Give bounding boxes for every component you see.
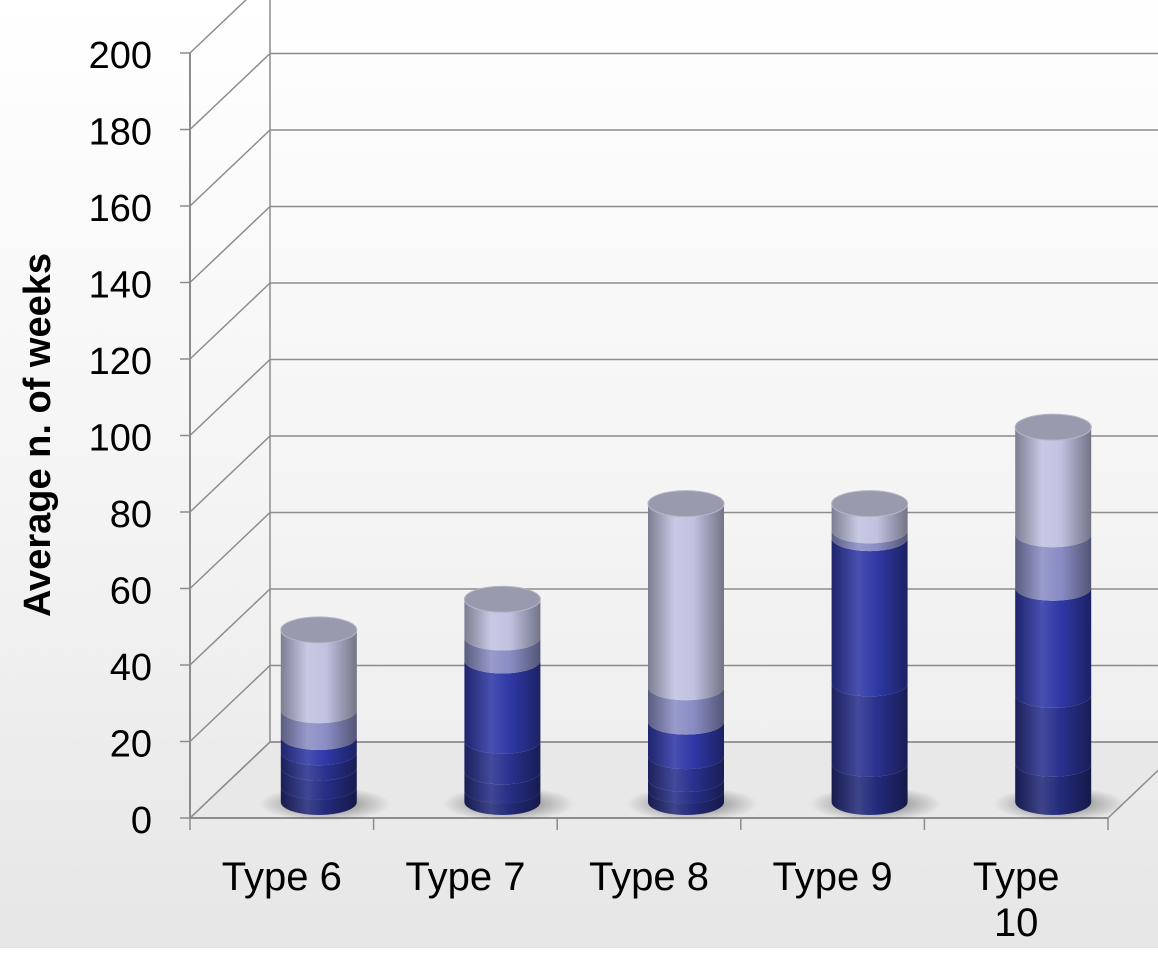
x-tick-label-line: 10 [994,901,1039,945]
y-tick-label: 160 [89,188,152,230]
bar-segment [648,721,724,770]
bar-segment [831,538,908,697]
bar-segment [831,763,908,816]
x-tick-label: Type 6 [222,855,342,899]
gridline-side [189,511,271,590]
bar-segment [464,599,541,651]
bar-segment [464,790,541,816]
x-tick-label: Type 8 [589,855,709,899]
bar-top-cap [463,585,541,613]
bar-segment [280,786,357,815]
y-tick-label: 100 [89,418,152,460]
gridline-side [189,129,271,207]
bar-segment [280,736,357,766]
bar-top-cap [831,490,909,518]
gridline-side [189,205,271,284]
y-tick-label: 200 [89,35,152,77]
bar-segment [464,637,541,674]
x-tick-label-line: Type [973,855,1060,899]
bar-segment [464,740,541,785]
bar-top-cap [280,616,358,644]
bar-segment [1015,534,1092,601]
y-tick-label: 180 [89,112,152,154]
bars [258,413,1126,821]
bar-segment [280,767,357,800]
x-tick-label: Type 7 [405,855,525,899]
y-axis-label: Average n. of weeks [17,253,59,617]
y-tick-label: 0 [131,800,152,842]
bar-segment [648,779,724,804]
y-tick-label: 120 [89,341,152,383]
gridline-side [189,435,271,513]
bar-segment [1015,427,1092,548]
bar-group [442,585,575,821]
bar-group [809,490,942,821]
bar-group [993,413,1126,821]
bar-segment [831,503,908,544]
bar-segment [1015,587,1092,708]
x-tick-label: Type 9 [773,855,893,899]
bar-segment [1015,694,1092,777]
bar-segment [280,710,357,750]
bar-top-cap [647,490,725,518]
y-tick-label: 40 [110,647,152,689]
bar-group [258,616,391,821]
bar-segment [648,687,724,735]
bar-segment [280,752,357,781]
gridline-side [189,0,247,54]
bar-segment [648,790,724,815]
gridline-side [189,358,271,437]
labels: Average n. of weeks 0 20 40 60 80 100 120 140 16… [17,35,1060,945]
bar-segment [464,771,541,804]
y-tick-label: 20 [110,724,152,766]
bar-segment [1015,763,1092,815]
gridline-side [189,52,271,131]
gridline-side [189,588,271,666]
bar-segment [280,629,357,724]
bar-segment [648,756,724,793]
y-tick-label: 80 [110,494,152,536]
bar-group [626,490,758,821]
gridline-side [189,282,271,360]
bar-segment [831,530,908,552]
bar-segment [648,503,724,701]
bar-top-cap [1014,413,1092,441]
gridline-side [189,664,271,743]
bar-segment [831,683,908,777]
gridline-side [189,741,271,819]
y-tick-label: 140 [89,265,152,307]
bar-segment [464,660,541,754]
y-tick-label: 60 [110,571,152,613]
x-tick-label: Type 10 [973,855,1060,945]
